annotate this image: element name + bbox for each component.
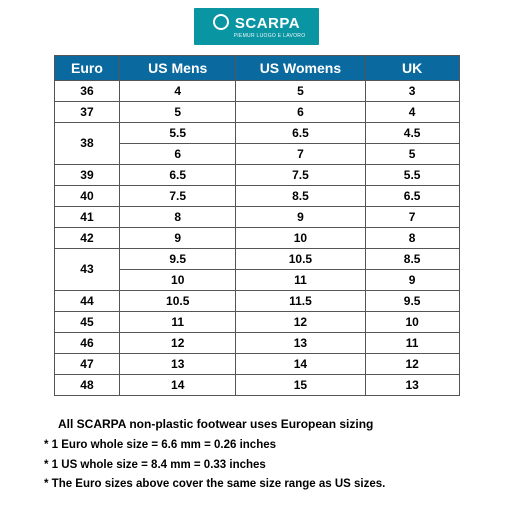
table-body: 3645337564385.56.54.5675396.57.55.5407.5… bbox=[54, 80, 459, 395]
cell-euro: 47 bbox=[54, 353, 120, 374]
notes-line: * The Euro sizes above cover the same si… bbox=[44, 475, 513, 495]
cell-us-mens: 8 bbox=[120, 206, 236, 227]
cell-uk: 4.5 bbox=[365, 122, 459, 143]
cell-uk: 7 bbox=[365, 206, 459, 227]
brand-logo-badge: SCARPA PIEMUR LUOGO E LAVORO bbox=[194, 8, 320, 45]
brand-logo: SCARPA PIEMUR LUOGO E LAVORO bbox=[0, 8, 513, 45]
cell-uk: 9 bbox=[365, 269, 459, 290]
cell-uk: 5.5 bbox=[365, 164, 459, 185]
cell-uk: 8 bbox=[365, 227, 459, 248]
cell-us-womens: 6.5 bbox=[236, 122, 366, 143]
cell-euro: 37 bbox=[54, 101, 120, 122]
cell-us-womens: 8.5 bbox=[236, 185, 366, 206]
table-row: 45111210 bbox=[54, 311, 459, 332]
table-row: 439.510.58.5 bbox=[54, 248, 459, 269]
table-row: 429108 bbox=[54, 227, 459, 248]
table-header-row: Euro US Mens US Womens UK bbox=[54, 55, 459, 80]
size-chart-table: Euro US Mens US Womens UK 3645337564385.… bbox=[54, 55, 460, 396]
cell-us-womens: 9 bbox=[236, 206, 366, 227]
cell-uk: 9.5 bbox=[365, 290, 459, 311]
cell-euro: 36 bbox=[54, 80, 120, 101]
notes-line: * 1 Euro whole size = 6.6 mm = 0.26 inch… bbox=[44, 436, 513, 456]
col-header-us-mens: US Mens bbox=[120, 55, 236, 80]
cell-us-womens: 7.5 bbox=[236, 164, 366, 185]
cell-uk: 12 bbox=[365, 353, 459, 374]
cell-uk: 6.5 bbox=[365, 185, 459, 206]
cell-us-womens: 11 bbox=[236, 269, 366, 290]
table-row: 47131412 bbox=[54, 353, 459, 374]
col-header-euro: Euro bbox=[54, 55, 120, 80]
cell-euro: 38 bbox=[54, 122, 120, 164]
cell-us-mens: 13 bbox=[120, 353, 236, 374]
cell-euro: 44 bbox=[54, 290, 120, 311]
cell-us-mens: 14 bbox=[120, 374, 236, 395]
cell-uk: 11 bbox=[365, 332, 459, 353]
cell-us-womens: 7 bbox=[236, 143, 366, 164]
cell-euro: 48 bbox=[54, 374, 120, 395]
table-row: 37564 bbox=[54, 101, 459, 122]
col-header-uk: UK bbox=[365, 55, 459, 80]
cell-us-mens: 5 bbox=[120, 101, 236, 122]
cell-us-mens: 6.5 bbox=[120, 164, 236, 185]
cell-us-mens: 4 bbox=[120, 80, 236, 101]
cell-uk: 4 bbox=[365, 101, 459, 122]
cell-us-mens: 5.5 bbox=[120, 122, 236, 143]
cell-uk: 13 bbox=[365, 374, 459, 395]
cell-us-womens: 12 bbox=[236, 311, 366, 332]
cell-euro: 41 bbox=[54, 206, 120, 227]
cell-us-womens: 6 bbox=[236, 101, 366, 122]
cell-us-mens: 12 bbox=[120, 332, 236, 353]
cell-us-mens: 11 bbox=[120, 311, 236, 332]
brand-ring-icon bbox=[213, 14, 229, 30]
table-row: 4410.511.59.5 bbox=[54, 290, 459, 311]
cell-euro: 45 bbox=[54, 311, 120, 332]
cell-uk: 5 bbox=[365, 143, 459, 164]
cell-us-mens: 6 bbox=[120, 143, 236, 164]
cell-euro: 43 bbox=[54, 248, 120, 290]
notes-headline: All SCARPA non-plastic footwear uses Eur… bbox=[58, 414, 513, 434]
table-row: 385.56.54.5 bbox=[54, 122, 459, 143]
cell-euro: 39 bbox=[54, 164, 120, 185]
cell-euro: 46 bbox=[54, 332, 120, 353]
cell-uk: 3 bbox=[365, 80, 459, 101]
cell-us-womens: 10.5 bbox=[236, 248, 366, 269]
table-row: 46121311 bbox=[54, 332, 459, 353]
table-row: 48141513 bbox=[54, 374, 459, 395]
cell-us-mens: 10 bbox=[120, 269, 236, 290]
notes-line: * 1 US whole size = 8.4 mm = 0.33 inches bbox=[44, 456, 513, 476]
notes-section: All SCARPA non-plastic footwear uses Eur… bbox=[44, 414, 513, 495]
col-header-us-womens: US Womens bbox=[236, 55, 366, 80]
cell-euro: 40 bbox=[54, 185, 120, 206]
cell-us-womens: 13 bbox=[236, 332, 366, 353]
brand-tagline: PIEMUR LUOGO E LAVORO bbox=[234, 33, 306, 39]
cell-us-mens: 9 bbox=[120, 227, 236, 248]
table-row: 407.58.56.5 bbox=[54, 185, 459, 206]
table-row: 36453 bbox=[54, 80, 459, 101]
cell-us-womens: 10 bbox=[236, 227, 366, 248]
cell-uk: 8.5 bbox=[365, 248, 459, 269]
cell-us-mens: 10.5 bbox=[120, 290, 236, 311]
cell-uk: 10 bbox=[365, 311, 459, 332]
cell-us-mens: 9.5 bbox=[120, 248, 236, 269]
table-row: 41897 bbox=[54, 206, 459, 227]
table-row: 396.57.55.5 bbox=[54, 164, 459, 185]
cell-us-womens: 14 bbox=[236, 353, 366, 374]
cell-us-mens: 7.5 bbox=[120, 185, 236, 206]
brand-name: SCARPA bbox=[235, 15, 300, 32]
cell-us-womens: 11.5 bbox=[236, 290, 366, 311]
cell-us-womens: 15 bbox=[236, 374, 366, 395]
cell-us-womens: 5 bbox=[236, 80, 366, 101]
cell-euro: 42 bbox=[54, 227, 120, 248]
